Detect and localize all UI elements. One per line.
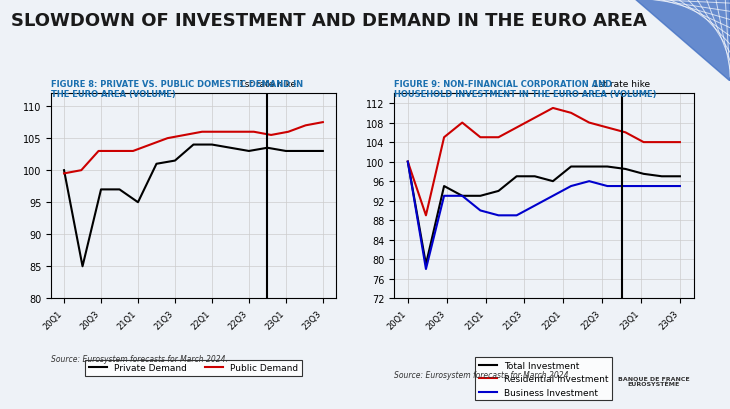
Text: Source: Eurosystem forecasts for March 2024.: Source: Eurosystem forecasts for March 2…	[394, 370, 571, 379]
Text: Source: Eurosystem forecasts for March 2024.: Source: Eurosystem forecasts for March 2…	[51, 354, 228, 363]
Polygon shape	[635, 0, 730, 82]
Text: FIGURE 8: PRIVATE VS. PUBLIC DOMESTIC DEMAND IN
THE EURO AREA (VOLUME): FIGURE 8: PRIVATE VS. PUBLIC DOMESTIC DE…	[51, 80, 303, 99]
Text: FIGURE 9: NON-FINANCIAL CORPORATION AND
HOUSEHOLD INVESTMENT IN THE EURO AREA (V: FIGURE 9: NON-FINANCIAL CORPORATION AND …	[394, 80, 657, 99]
Text: SLOWDOWN OF INVESTMENT AND DEMAND IN THE EURO AREA: SLOWDOWN OF INVESTMENT AND DEMAND IN THE…	[11, 12, 647, 30]
Text: 1st rate hike: 1st rate hike	[593, 79, 650, 88]
Text: 1st rate hike: 1st rate hike	[239, 79, 296, 88]
Legend: Total Investment, Residential Investment, Business Investment: Total Investment, Residential Investment…	[475, 357, 612, 400]
Legend: Private Demand, Public Demand: Private Demand, Public Demand	[85, 360, 302, 376]
Text: BANQUE DE FRANCE
EUROSYSTÈME: BANQUE DE FRANCE EUROSYSTÈME	[618, 375, 689, 387]
